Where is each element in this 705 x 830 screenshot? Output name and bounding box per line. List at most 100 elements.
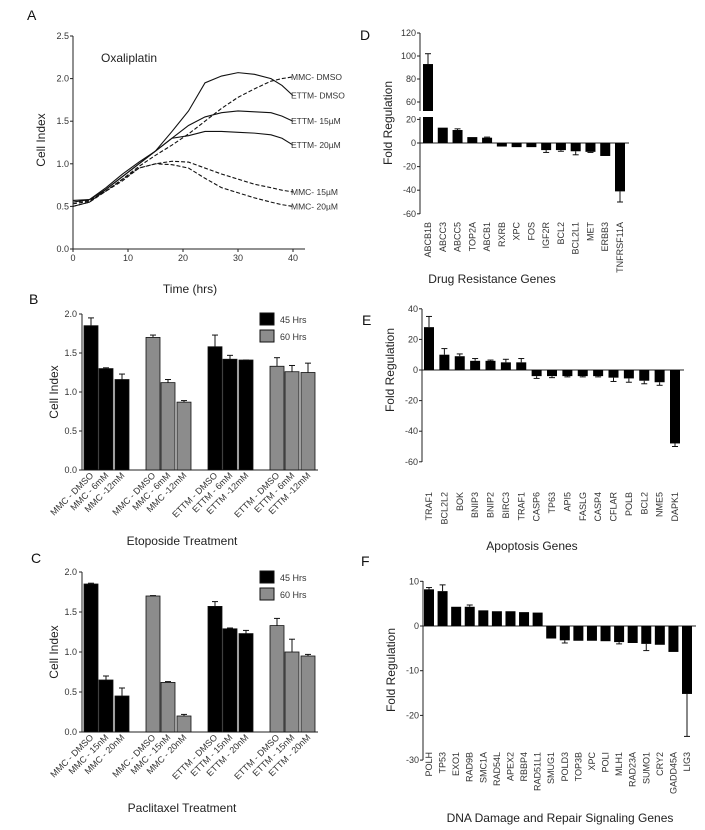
bar: [555, 143, 566, 151]
bar: [452, 130, 463, 143]
panel-label-e: E: [362, 312, 371, 328]
y-tick-label: -60: [405, 457, 418, 467]
x-tick-label: TRAF1: [424, 492, 434, 521]
bar: [160, 682, 176, 733]
y-tick-label: 0: [414, 621, 419, 631]
bar: [531, 370, 542, 377]
bar: [300, 655, 316, 733]
bar: [467, 137, 478, 143]
x-tick-label: SMC1A: [478, 752, 488, 783]
bar: [439, 354, 450, 370]
bar: [300, 372, 316, 471]
x-tick-label: RAD54L: [492, 752, 502, 786]
y-tick-label: 0: [413, 365, 418, 375]
x-tick-label: XPC: [512, 222, 522, 241]
x-tick-label: MET: [585, 222, 595, 242]
chart-title: Oxaliplatin: [101, 51, 157, 65]
y-tick-label: 1.5: [56, 116, 69, 126]
bar: [98, 679, 114, 733]
y-tick-label: 40: [408, 304, 418, 314]
bar: [464, 606, 475, 626]
x-tick-label: CASP6: [532, 492, 542, 522]
x-tick-label: ABCB1: [482, 222, 492, 252]
legend-label: 45 Hrs: [280, 315, 307, 325]
x-tick-label: BCL2L1: [571, 222, 581, 255]
bar: [145, 336, 161, 471]
y-tick-label: 0: [411, 138, 416, 148]
bar: [500, 362, 511, 370]
x-tick-label: 10: [123, 253, 133, 263]
x-axis-label: Drug Resistance Genes: [428, 272, 555, 286]
bar: [176, 715, 192, 733]
y-tick-label: -40: [405, 426, 418, 436]
y-axis-label: Fold Regulation: [384, 628, 398, 712]
bar: [641, 626, 652, 644]
x-tick-label: API5: [562, 492, 572, 512]
bar: [600, 626, 611, 642]
series-line: [72, 110, 294, 207]
bar: [482, 137, 493, 143]
bar: [83, 325, 99, 471]
y-tick-label: -20: [406, 710, 419, 720]
y-axis-label: Fold Regulation: [383, 328, 397, 412]
panel-label-a: A: [27, 7, 37, 23]
x-tick-label: POLH: [424, 752, 434, 777]
x-tick-label: ABCC5: [453, 222, 463, 252]
y-tick-label: 2.0: [64, 567, 77, 577]
bar: [454, 356, 465, 370]
bar: [83, 583, 99, 733]
bar: [222, 628, 238, 733]
legend-label: 60 Hrs: [280, 590, 307, 600]
bar: [478, 610, 489, 626]
x-tick-label: RAD23A: [628, 752, 638, 787]
bar: [222, 358, 238, 471]
x-axis-label: DNA Damage and Repair Signaling Genes: [447, 811, 674, 825]
bar: [437, 127, 448, 143]
legend-swatch: [259, 312, 275, 326]
x-tick-label: IGF2R: [541, 222, 551, 249]
bar: [593, 370, 604, 377]
bar: [98, 368, 114, 471]
x-tick-label: DAPK1: [670, 492, 680, 522]
x-tick-label: BOK: [455, 492, 465, 511]
x-tick-label: SMUG1: [546, 752, 556, 784]
legend-label: 60 Hrs: [280, 332, 307, 342]
y-tick-label: 20: [406, 114, 416, 124]
y-tick-label: 80: [406, 74, 416, 84]
y-tick-label: 0.0: [64, 727, 77, 737]
bar: [682, 626, 692, 694]
x-tick-label: FOS: [526, 222, 536, 241]
bar: [615, 143, 625, 192]
panel-label-c: C: [31, 550, 41, 566]
bar: [586, 626, 597, 641]
bar: [505, 611, 516, 626]
y-tick-label: 1.5: [64, 607, 77, 617]
y-tick-label: 10: [409, 576, 419, 586]
y-tick-label: 120: [401, 28, 416, 38]
y-tick-label: 1.5: [64, 348, 77, 358]
bar: [547, 370, 557, 377]
bar: [608, 370, 619, 378]
x-tick-label: RAD9B: [465, 752, 475, 782]
series-line: [72, 72, 294, 203]
bar: [570, 143, 581, 152]
x-tick-label: XPC: [587, 752, 597, 771]
x-tick-label: TP53: [438, 752, 448, 774]
bar: [424, 589, 434, 626]
bar: [451, 606, 462, 626]
y-axis-label: Cell Index: [47, 625, 61, 678]
legend-swatch: [259, 570, 275, 584]
y-tick-label: 20: [408, 334, 418, 344]
x-tick-label: POLB: [624, 492, 634, 516]
y-tick-label: 1.0: [56, 159, 69, 169]
bar: [511, 143, 522, 148]
x-axis-label: Paclitaxel Treatment: [128, 801, 237, 815]
y-axis-label: Fold Regulation: [381, 81, 395, 165]
legend-swatch: [259, 329, 275, 343]
x-tick-label: BCL2: [639, 492, 649, 515]
bar: [485, 360, 496, 370]
x-tick-label: RXRB: [497, 222, 507, 247]
panel-a-line-chart: 0 10 20 30 40 0.0 0.5 1.0 1.5 2.0 2.5 Oxaliplatin Ti…: [34, 31, 345, 296]
bar: [114, 379, 130, 471]
bar: [238, 359, 254, 471]
